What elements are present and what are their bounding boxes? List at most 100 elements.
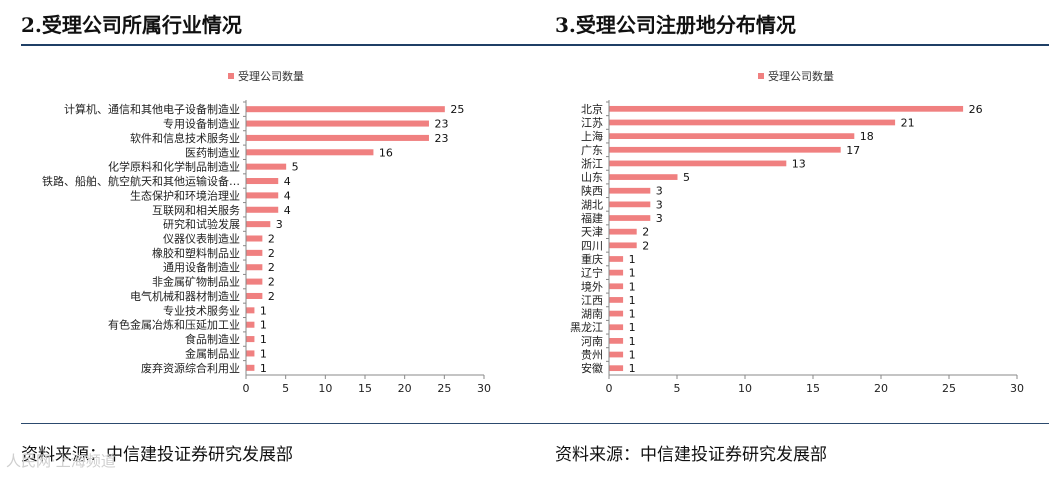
value-label: 5	[683, 171, 690, 184]
category-label: 湖北	[581, 198, 603, 211]
x-tick-label: 20	[398, 382, 412, 395]
category-label: 研究和试验发展	[163, 217, 240, 231]
category-label: 辽宁	[581, 266, 603, 280]
bar	[246, 206, 279, 213]
bar	[609, 228, 637, 235]
x-tick-label: 5	[674, 382, 681, 395]
value-label: 1	[629, 335, 636, 348]
x-tick-label: 0	[606, 382, 613, 395]
bar	[609, 310, 624, 317]
value-label: 4	[284, 189, 291, 202]
bar	[246, 292, 263, 299]
value-label: 4	[284, 204, 291, 217]
value-label: 1	[629, 321, 636, 334]
value-label: 16	[379, 146, 393, 159]
bar	[246, 350, 255, 357]
value-label: 4	[284, 175, 291, 188]
category-label: 铁路、船舶、航空航天和其他运输设备…	[42, 174, 240, 188]
bar	[609, 105, 964, 112]
value-label: 2	[642, 239, 649, 252]
x-tick-label: 20	[874, 382, 888, 395]
bar	[609, 256, 624, 262]
category-label: 江西	[581, 294, 603, 307]
x-tick-label: 30	[477, 382, 491, 395]
bar	[246, 249, 263, 256]
x-tick-label: 30	[1010, 382, 1024, 395]
bar	[246, 264, 263, 271]
left-source-note: 资料来源：中信建投证券研究发展部	[21, 445, 293, 465]
x-tick-label: 0	[243, 382, 250, 395]
value-label: 17	[846, 144, 860, 157]
category-label: 福建	[581, 211, 603, 225]
value-label: 1	[629, 362, 636, 375]
bar	[246, 321, 255, 328]
category-label: 非金属矿物制品业	[152, 275, 240, 289]
left-chart-title: 2.受理公司所属行业情况	[21, 13, 242, 37]
value-label: 3	[656, 185, 663, 198]
header-rule	[21, 44, 1049, 46]
value-label: 1	[629, 308, 636, 321]
category-label: 仪器仪表制造业	[163, 232, 240, 246]
value-label: 26	[969, 103, 983, 116]
value-label: 1	[629, 349, 636, 362]
category-label: 山东	[581, 171, 603, 184]
x-tick-label: 25	[942, 382, 956, 395]
bar	[609, 174, 678, 180]
bar	[246, 149, 374, 156]
value-label: 1	[629, 253, 636, 266]
value-label: 1	[629, 267, 636, 280]
bar	[609, 324, 624, 331]
bar	[609, 187, 651, 194]
category-label: 橡胶和塑料制品业	[152, 246, 240, 260]
bar	[246, 278, 263, 285]
category-label: 通用设备制造业	[163, 260, 240, 274]
category-label: 专业技术服务业	[163, 303, 240, 317]
category-label: 江苏	[581, 116, 603, 129]
value-label: 1	[629, 280, 636, 293]
legend-swatch	[228, 73, 234, 79]
bar	[609, 365, 624, 372]
category-label: 电气机械和器材制造业	[130, 289, 240, 303]
category-label: 河南	[581, 335, 603, 348]
value-label: 5	[292, 161, 299, 174]
bar	[246, 106, 445, 113]
bar	[246, 336, 255, 343]
footer-rule	[21, 423, 1049, 424]
value-label: 23	[434, 132, 448, 145]
bar	[246, 364, 255, 371]
bar	[609, 269, 624, 276]
x-tick-label: 15	[806, 382, 820, 395]
bar	[609, 338, 624, 344]
value-label: 2	[642, 226, 649, 239]
value-label: 18	[860, 130, 874, 143]
value-label: 25	[450, 103, 464, 116]
category-label: 重庆	[581, 252, 603, 266]
bar	[609, 283, 624, 290]
watermark-text: 人民网·上海频道	[6, 452, 116, 470]
x-tick-label: 10	[318, 382, 332, 395]
category-label: 互联网和相关服务	[152, 203, 240, 217]
bar	[246, 307, 255, 314]
bar	[609, 201, 651, 208]
category-label: 生态保护和环境治理业	[130, 188, 240, 202]
value-label: 2	[268, 276, 275, 289]
bar	[246, 235, 263, 242]
category-label: 陕西	[581, 184, 603, 198]
right-source-note: 资料来源：中信建投证券研究发展部	[555, 445, 827, 465]
category-label: 贵州	[581, 349, 603, 362]
category-label: 北京	[581, 102, 603, 116]
category-label: 医药制造业	[185, 145, 240, 159]
x-tick-label: 25	[437, 382, 451, 395]
value-label: 13	[792, 157, 806, 170]
category-label: 境外	[581, 279, 603, 293]
bar	[609, 297, 624, 303]
bar	[246, 221, 271, 228]
value-label: 1	[260, 319, 267, 332]
legend-swatch	[758, 73, 764, 79]
bar	[609, 133, 855, 139]
category-label: 上海	[581, 129, 603, 143]
bar	[246, 134, 429, 141]
category-label: 化学原料和化学制品制造业	[108, 160, 240, 174]
